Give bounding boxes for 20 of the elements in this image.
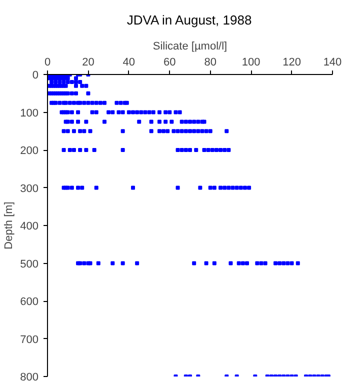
x-tick-label: 120 (282, 56, 301, 68)
x-axis-title: Silicate [µmol/l] (152, 40, 228, 52)
y-tick-label: 600 (20, 296, 39, 308)
x-tick-label: 80 (204, 56, 216, 68)
chart-title: JDVA in August, 1988 (126, 12, 252, 28)
x-tick-label: 40 (122, 56, 136, 68)
x-tick-label: 20 (82, 56, 94, 68)
y-tick-label: 800 (20, 372, 39, 384)
x-tick-label: 140 (323, 56, 342, 68)
y-axis-title: Depth [m] (3, 202, 16, 250)
y-tick-label: 0 (32, 70, 39, 82)
x-tick-label: 0 (44, 56, 51, 68)
y-tick-label: 700 (20, 334, 39, 346)
y-tick-label: 500 (20, 258, 39, 270)
y-tick-label: 300 (20, 182, 39, 195)
x-tick-label: 60 (164, 56, 176, 68)
y-tick-label: 200 (20, 145, 39, 157)
y-tick-label: 400 (20, 220, 39, 232)
x-tick-label: 100 (242, 56, 260, 68)
y-tick-label: 100 (20, 107, 39, 120)
